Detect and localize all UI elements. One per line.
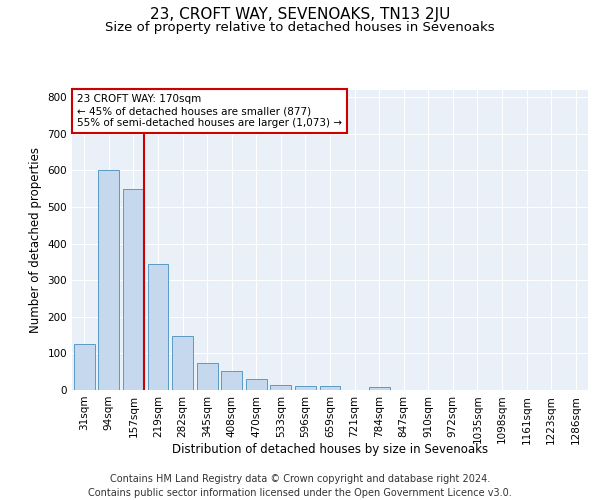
Bar bbox=[197, 364, 218, 390]
Text: 23, CROFT WAY, SEVENOAKS, TN13 2JU: 23, CROFT WAY, SEVENOAKS, TN13 2JU bbox=[150, 8, 450, 22]
Text: Contains HM Land Registry data © Crown copyright and database right 2024.
Contai: Contains HM Land Registry data © Crown c… bbox=[88, 474, 512, 498]
Bar bbox=[221, 371, 242, 390]
Text: 23 CROFT WAY: 170sqm
← 45% of detached houses are smaller (877)
55% of semi-deta: 23 CROFT WAY: 170sqm ← 45% of detached h… bbox=[77, 94, 342, 128]
Bar bbox=[368, 388, 389, 390]
Bar bbox=[295, 386, 316, 390]
Text: Distribution of detached houses by size in Sevenoaks: Distribution of detached houses by size … bbox=[172, 442, 488, 456]
Bar bbox=[74, 344, 95, 390]
Bar bbox=[98, 170, 119, 390]
Bar bbox=[271, 384, 292, 390]
Bar bbox=[172, 336, 193, 390]
Y-axis label: Number of detached properties: Number of detached properties bbox=[29, 147, 42, 333]
Text: Size of property relative to detached houses in Sevenoaks: Size of property relative to detached ho… bbox=[105, 21, 495, 34]
Bar bbox=[320, 386, 340, 390]
Bar bbox=[123, 189, 144, 390]
Bar bbox=[148, 264, 169, 390]
Bar bbox=[246, 379, 267, 390]
